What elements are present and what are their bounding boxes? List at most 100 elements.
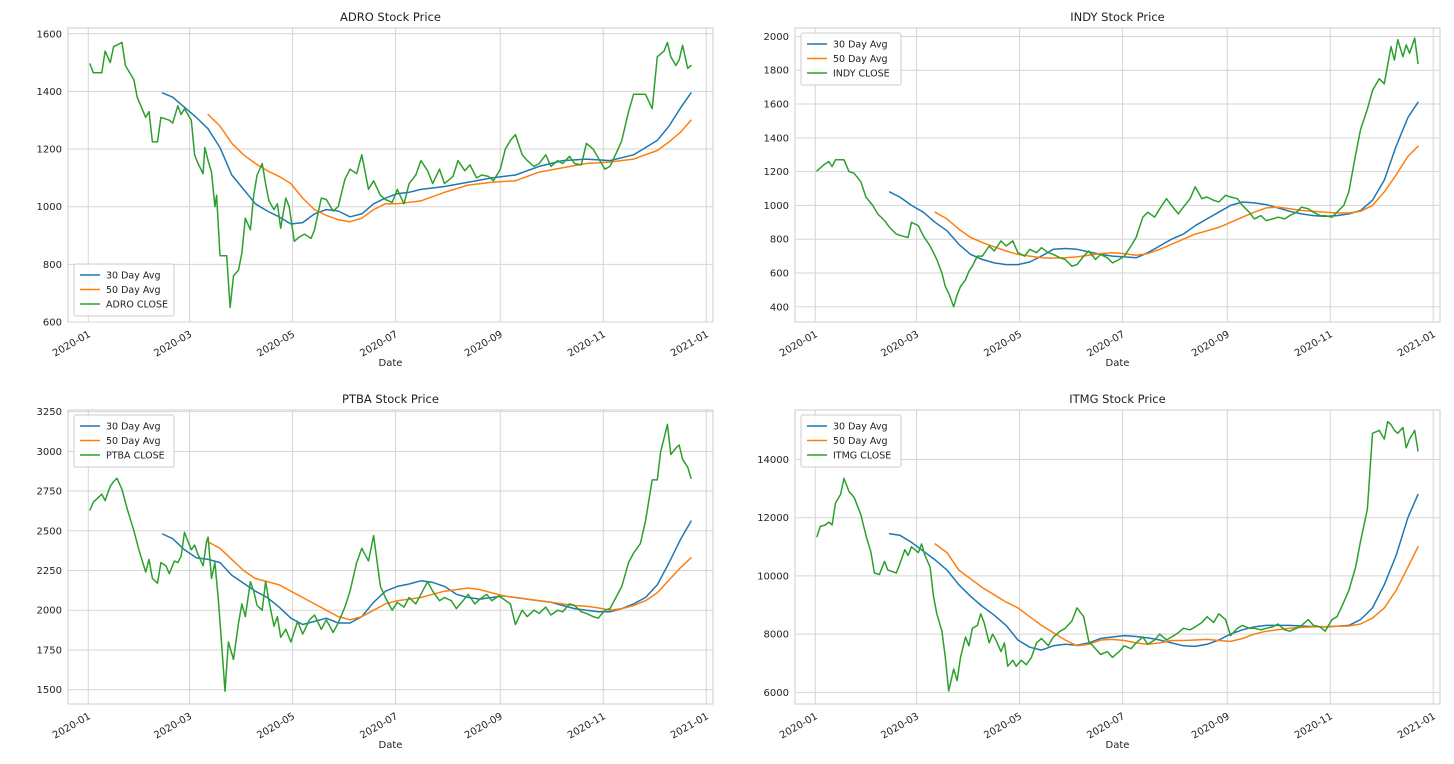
indy-y-tick-label: 1600 [764,100,789,111]
ptba-y-tick-label: 1500 [37,685,62,696]
ptba-x-tick-label: 2020-03 [152,711,194,741]
adro-y-tick-label: 800 [43,260,62,271]
itmg-x-axis-label: Date [1106,740,1130,751]
ptba-y-tick-label: 3250 [37,407,62,418]
itmg-x-tick-label: 2020-07 [1085,711,1127,741]
itmg-series-itmg-close [816,420,1419,692]
adro-chart-panel: 600 800 1000 1200 1400 1600 2020-01 2020-03 2020… [0,0,727,382]
ptba-x-tick-label: 2020-07 [358,711,400,741]
adro-y-tick-label: 1000 [37,202,62,213]
indy-chart: 400 600 800 1000 1200 1400 1600 1800 2000 2020-01… [764,10,1441,369]
ptba-legend: 30 Day Avg 50 Day Avg PTBA CLOSE [73,414,175,468]
ptba-x-tick-label: 2020-01 [51,711,93,741]
ptba-legend-label: 50 Day Avg [106,436,160,447]
itmg-y-tick-label: 14000 [757,455,789,466]
indy-grid [795,28,1440,322]
adro-y-tick-label: 600 [43,318,62,329]
itmg-x-tick-label: 2021-01 [1396,711,1438,741]
indy-x-tick-label: 2020-05 [982,329,1024,359]
indy-legend: 30 Day Avg 50 Day Avg INDY CLOSE [800,32,902,86]
adro-y-tick-label: 1600 [37,29,62,40]
itmg-x-tick-label: 2020-09 [1190,711,1232,741]
adro-y-tick-label: 1200 [37,145,62,156]
adro-x-tick-label: 2020-09 [463,329,505,359]
indy-x-tick-label: 2020-11 [1293,329,1335,359]
indy-x-tick-label: 2021-01 [1396,329,1438,359]
adro-legend-box [73,263,175,317]
adro-legend-label: 30 Day Avg [106,271,160,282]
ptba-legend-box [73,414,175,468]
ptba-legend-label: PTBA CLOSE [106,451,165,462]
ptba-x-axis-label: Date [379,740,403,751]
indy-y-tick-label: 800 [770,235,789,246]
adro-x-tick-label: 2020-07 [358,329,400,359]
adro-x-tick-label: 2020-11 [566,329,608,359]
adro-legend-label: 50 Day Avg [106,285,160,296]
indy-y-tick-label: 2000 [764,32,789,43]
indy-legend-label: INDY CLOSE [833,69,890,80]
itmg-x-tick-label: 2020-03 [879,711,921,741]
indy-y-tick-label: 1200 [764,167,789,178]
indy-chart-panel: 400 600 800 1000 1200 1400 1600 1800 2000 2020-01… [727,0,1454,382]
ptba-x-tick-label: 2021-01 [669,711,711,741]
itmg-legend-label: 30 Day Avg [833,422,887,433]
ptba-y-tick-label: 2500 [37,526,62,537]
itmg-chart-panel: 6000 8000 10000 12000 14000 2020-01 2020-03 202… [727,382,1454,764]
adro-series-30-day-avg [161,92,692,225]
indy-x-axis-label: Date [1106,358,1130,369]
itmg-legend-label: ITMG CLOSE [833,451,891,462]
adro-legend: 30 Day Avg 50 Day Avg ADRO CLOSE [73,263,175,317]
adro-chart-title: ADRO Stock Price [340,10,441,24]
itmg-series-50-day-avg [934,543,1419,647]
indy-x-tick-label: 2020-03 [879,329,921,359]
adro-x-tick-label: 2020-05 [255,329,297,359]
itmg-chart: 6000 8000 10000 12000 14000 2020-01 2020-03 202… [757,392,1441,751]
adro-series-50-day-avg [207,113,692,223]
ptba-series-ptba-close [89,423,692,693]
adro-x-axis-label: Date [379,358,403,369]
itmg-x-tick-label: 2020-11 [1293,711,1335,741]
adro-plot-area [67,27,714,323]
adro-legend-label: ADRO CLOSE [106,300,168,311]
adro-x-tick-label: 2021-01 [669,329,711,359]
itmg-y-tick-label: 8000 [764,630,789,641]
indy-y-tick-label: 1400 [764,133,789,144]
adro-chart: 600 800 1000 1200 1400 1600 2020-01 2020-03 2020… [37,10,714,369]
itmg-y-tick-label: 12000 [757,513,789,524]
ptba-chart: 1500 1750 2000 2250 2500 2750 3000 3250 2020-01 2… [37,392,714,751]
indy-y-tick-label: 1800 [764,66,789,77]
ptba-chart-panel: 1500 1750 2000 2250 2500 2750 3000 3250 2020-01 2… [0,382,727,764]
ptba-y-tick-label: 1750 [37,645,62,656]
indy-y-tick-label: 1000 [764,201,789,212]
itmg-legend-label: 50 Day Avg [833,436,887,447]
indy-x-tick-label: 2020-01 [778,329,820,359]
ptba-y-tick-label: 3000 [37,447,62,458]
itmg-legend-box [800,414,902,468]
ptba-y-tick-label: 2000 [37,606,62,617]
itmg-y-tick-label: 10000 [757,571,789,582]
itmg-chart-title: ITMG Stock Price [1069,392,1165,406]
indy-series-50-day-avg [934,145,1419,259]
ptba-chart-title: PTBA Stock Price [342,392,439,406]
ptba-x-tick-label: 2020-05 [255,711,297,741]
ptba-x-tick-label: 2020-11 [566,711,608,741]
itmg-x-tick-label: 2020-01 [778,711,820,741]
indy-legend-label: 30 Day Avg [833,40,887,51]
ptba-y-tick-label: 2750 [37,487,62,498]
itmg-legend: 30 Day Avg 50 Day Avg ITMG CLOSE [800,414,902,468]
ptba-legend-label: 30 Day Avg [106,422,160,433]
indy-x-tick-label: 2020-09 [1190,329,1232,359]
adro-x-tick-label: 2020-01 [51,329,93,359]
indy-legend-box [800,32,902,86]
adro-x-tick-label: 2020-03 [152,329,194,359]
indy-x-tick-label: 2020-07 [1085,329,1127,359]
ptba-x-tick-label: 2020-09 [463,711,505,741]
indy-legend-label: 50 Day Avg [833,54,887,65]
ptba-plot-area [67,409,714,705]
itmg-x-tick-label: 2020-05 [982,711,1024,741]
indy-chart-title: INDY Stock Price [1070,10,1164,24]
indy-series-indy-close [816,37,1419,308]
adro-y-tick-label: 1400 [37,87,62,98]
adro-series-adro-close [89,41,692,309]
